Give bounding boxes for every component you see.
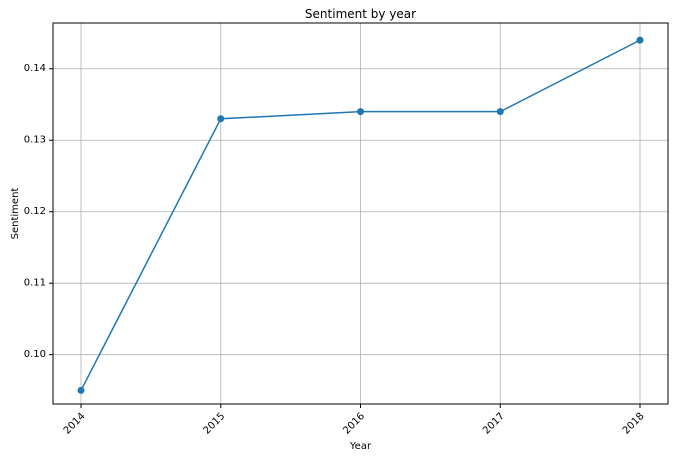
y-axis-label: Sentiment <box>10 188 21 240</box>
grid-lines <box>53 23 668 404</box>
y-tick-label: 0.12 <box>24 206 46 217</box>
data-point-marker <box>496 108 504 116</box>
data-series <box>77 36 644 394</box>
data-point-marker <box>77 386 85 394</box>
chart-title: Sentiment by year <box>305 7 416 21</box>
data-point-marker <box>217 115 225 123</box>
y-tick-label: 0.14 <box>24 63 46 74</box>
data-point-marker <box>357 108 364 116</box>
x-axis-label: Year <box>349 441 372 452</box>
y-tick-label: 0.13 <box>24 135 46 146</box>
y-tick-label: 0.11 <box>24 278 46 289</box>
y-tick-label: 0.10 <box>24 349 46 360</box>
data-point-marker <box>636 36 644 44</box>
